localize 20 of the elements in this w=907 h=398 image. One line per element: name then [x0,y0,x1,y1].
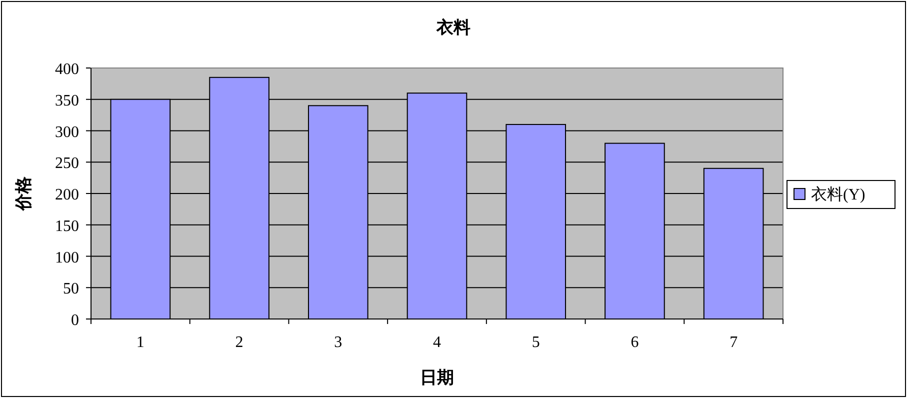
x-tick-label: 5 [532,334,540,351]
x-tick-label: 1 [136,334,144,351]
x-tick-label: 7 [730,334,738,351]
x-axis-title: 日期 [420,368,454,387]
y-tick-label: 250 [55,155,79,172]
y-tick-label: 0 [71,312,79,329]
y-tick-label: 200 [55,186,79,204]
y-tick-label: 350 [55,92,79,110]
x-tick-label: 4 [433,334,441,351]
y-tick-label: 300 [55,124,79,141]
y-tick-label: 150 [55,218,79,235]
chart-title: 衣料 [436,18,470,37]
x-tick-label: 3 [334,334,342,351]
y-tick-label: 400 [55,61,79,78]
y-axis-title: 价格 [14,176,33,212]
x-tick-label: 6 [630,334,639,351]
y-tick-label: 50 [63,280,79,298]
legend-label: 衣料(Y) [811,186,866,204]
x-tick-label: 2 [235,334,244,351]
y-tick-label: 100 [55,249,79,266]
